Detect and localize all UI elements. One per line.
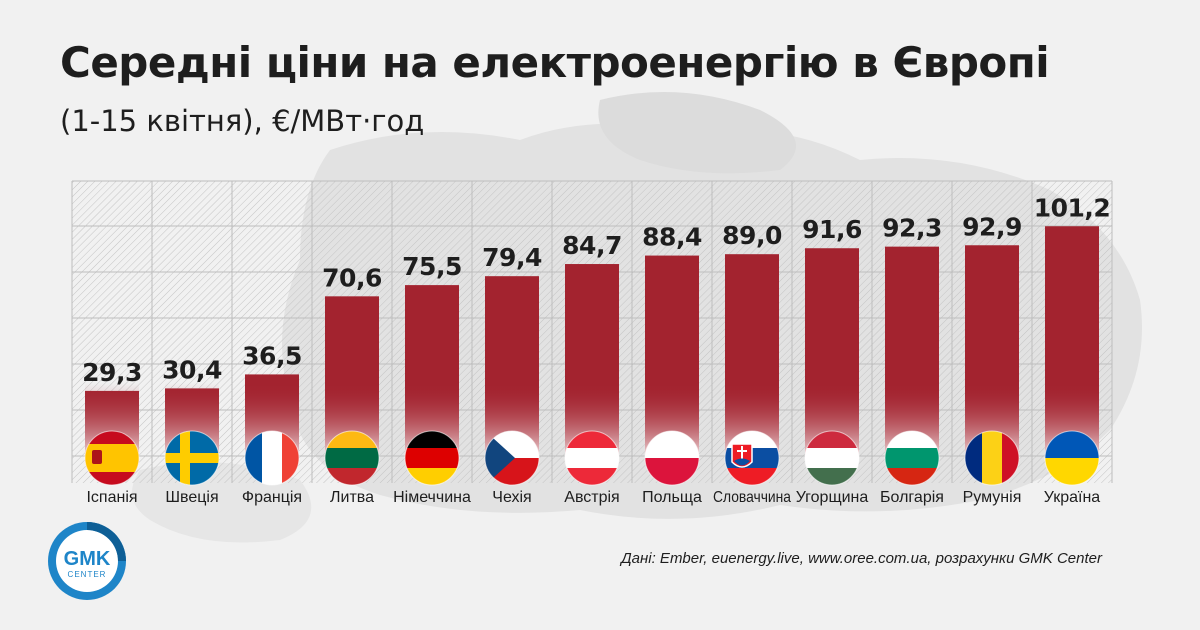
value-label: 88,4 — [642, 223, 702, 252]
slovakia-flag-icon — [724, 430, 780, 486]
source-note: Дані: Ember, euenergy.live, www.oree.com… — [621, 550, 1102, 567]
value-label: 89,0 — [722, 221, 782, 250]
france-flag-icon — [244, 430, 300, 486]
category-label: Литва — [330, 489, 374, 506]
category-label: Німеччина — [393, 489, 471, 506]
value-label: 92,9 — [962, 212, 1022, 241]
value-label: 92,3 — [882, 214, 942, 243]
category-label: Швеція — [165, 489, 218, 506]
bulgaria-flag-icon — [884, 430, 940, 486]
value-label: 36,5 — [242, 341, 302, 370]
category-label: Угорщина — [796, 489, 869, 506]
austria-flag-icon — [564, 430, 620, 486]
category-label: Чехія — [492, 489, 531, 506]
category-label: Франція — [242, 489, 302, 506]
value-label: 70,6 — [322, 263, 382, 292]
value-label: 79,4 — [482, 243, 542, 272]
value-label: 30,4 — [162, 355, 222, 384]
category-label: Румунія — [963, 489, 1022, 506]
category-label: Україна — [1044, 489, 1101, 506]
sweden-flag-icon — [164, 430, 220, 486]
category-label: Польща — [642, 489, 702, 506]
value-label: 101,2 — [1034, 193, 1111, 222]
category-label: Іспанія — [86, 489, 137, 506]
chart-subtitle: (1-15 квітня), €/МВт·год — [60, 104, 425, 138]
gmk-center-logo: GMK CENTER — [48, 522, 126, 600]
lithuania-flag-icon — [324, 430, 380, 486]
romania-flag-icon — [964, 430, 1020, 486]
category-label: Словаччина — [713, 489, 791, 506]
germany-flag-icon — [404, 430, 460, 486]
chart-title: Середні ціни на електроенергію в Європі — [60, 38, 1050, 87]
category-label: Болгарія — [880, 489, 944, 506]
value-label: 84,7 — [562, 231, 622, 260]
logo-text-gmk: GMK — [64, 548, 111, 570]
hungary-flag-icon — [804, 430, 860, 486]
logo-text-center: CENTER — [68, 570, 107, 579]
value-label: 75,5 — [402, 252, 462, 281]
spain-flag-icon — [84, 430, 140, 486]
category-label: Австрія — [564, 489, 619, 506]
value-label: 29,3 — [82, 358, 142, 387]
value-label: 91,6 — [802, 215, 862, 244]
